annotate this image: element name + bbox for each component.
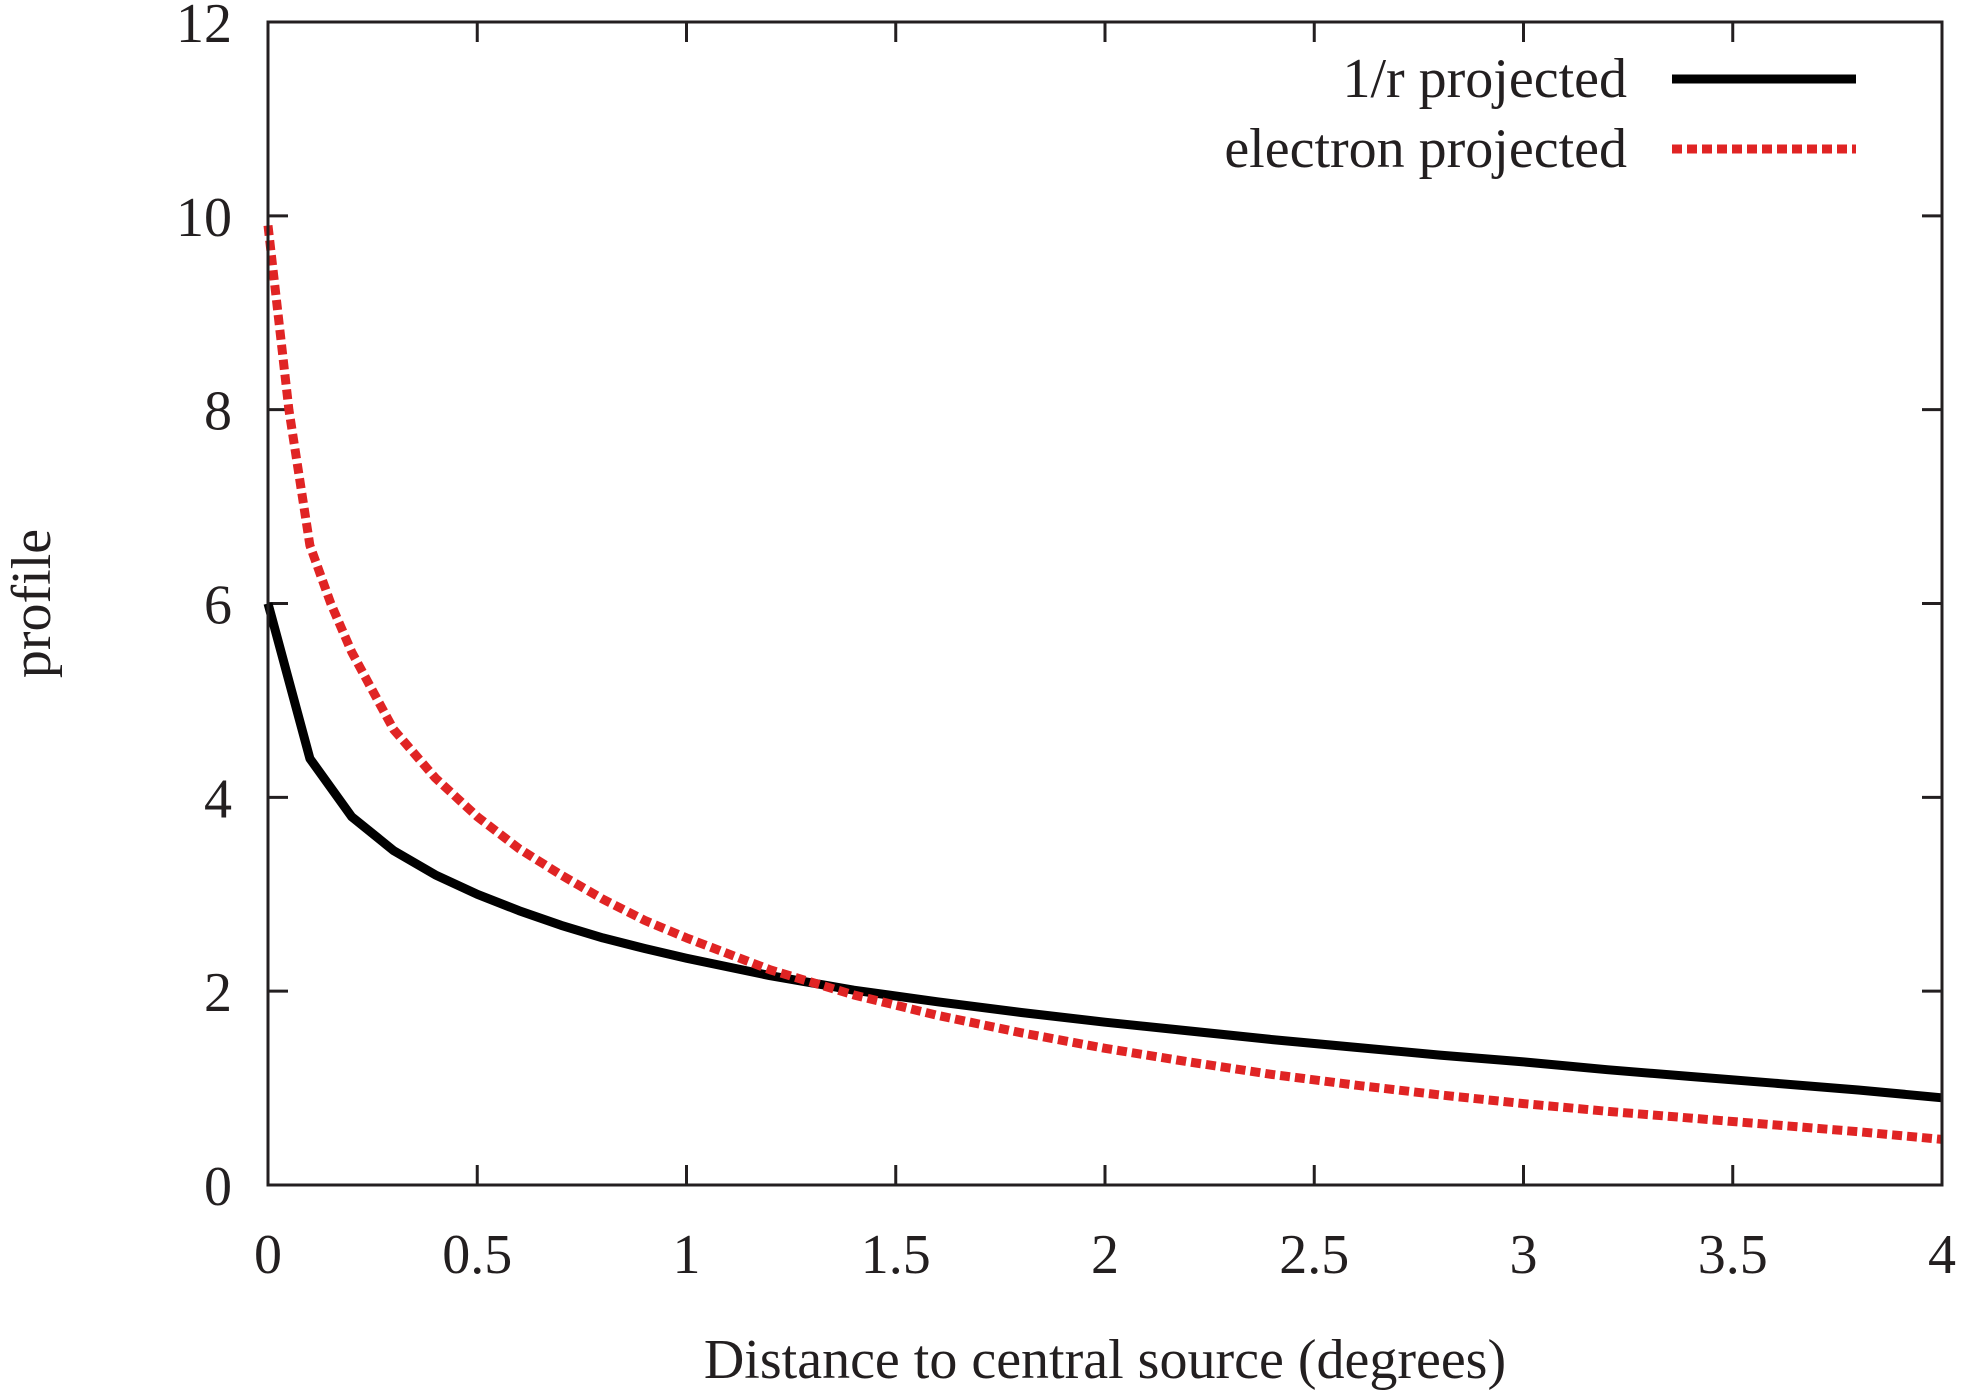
y-tick-label: 0 [204,1156,232,1218]
x-tick-label: 3.5 [1698,1224,1768,1286]
x-tick-label: 4 [1928,1224,1956,1286]
legend: 1/r projected electron projected [1224,48,1856,180]
x-tick-label: 0 [254,1224,282,1286]
ticks-layer [266,20,1944,1187]
legend-label-1r-projected: 1/r projected [1342,48,1627,110]
x-axis-title: Distance to central source (degrees) [704,1329,1506,1391]
x-tick-label: 3 [1510,1224,1538,1286]
series-line-1-r-projected [263,602,1943,1103]
x-tick-label: 1.5 [861,1224,931,1286]
y-tick-label: 6 [204,575,232,637]
y-tick-label: 12 [176,0,232,55]
x-tick-label: 2.5 [1279,1224,1349,1286]
plot-frame [266,20,1944,1187]
series-layer [263,224,1943,1144]
y-tick-label: 4 [204,768,232,830]
x-tick-label: 1 [673,1224,701,1286]
y-tick-label: 8 [204,381,232,443]
y-tick-label: 10 [176,187,232,249]
y-axis-title: profile [1,529,63,678]
legend-label-electron-projected: electron projected [1224,118,1627,180]
x-tick-label: 2 [1091,1224,1119,1286]
y-tick-label: 2 [204,962,232,1024]
labels-layer: 0 0.5 1 1.5 2 2.5 3 3.5 4 0 2 4 6 8 10 12 [176,0,1956,1286]
x-tick-label: 0.5 [442,1224,512,1286]
series-line-electron-projected [263,224,1943,1144]
